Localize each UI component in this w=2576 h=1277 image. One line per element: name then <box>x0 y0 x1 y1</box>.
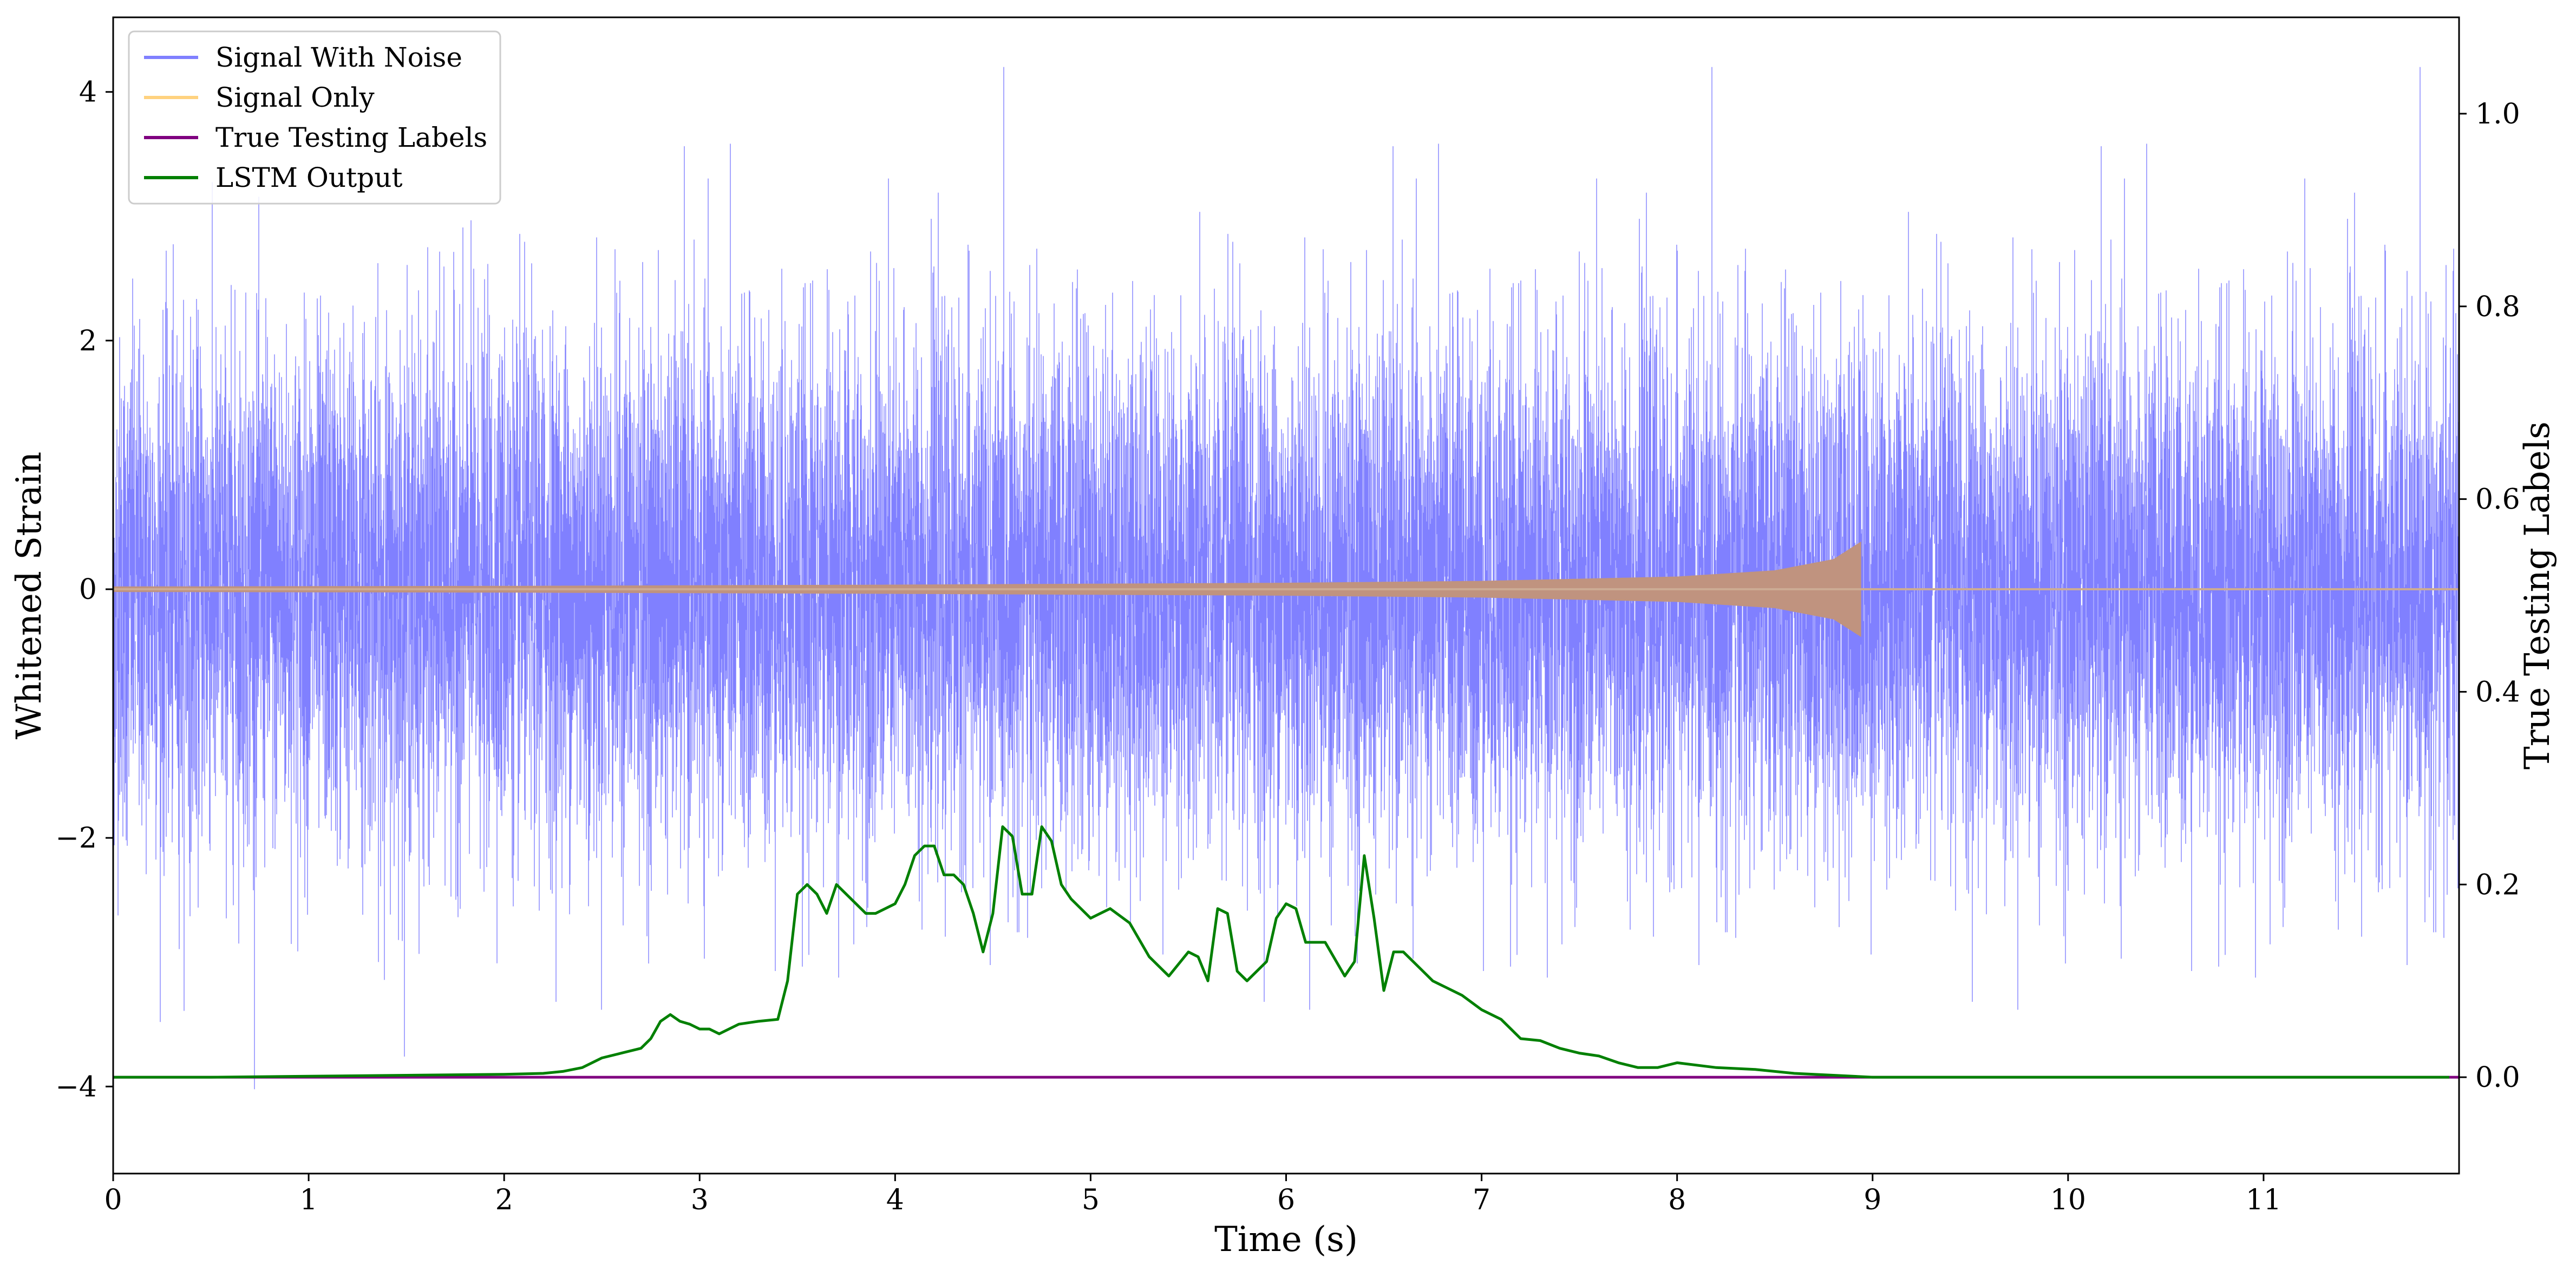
series-signal-with-noise <box>113 67 2459 1090</box>
legend-label-lstm-output: LSTM Output <box>215 162 402 193</box>
y2-axis-label: True Testing Labels <box>2518 421 2558 770</box>
y2-tick-label: 1.0 <box>2475 98 2520 131</box>
y-tick-label: −4 <box>55 1071 97 1103</box>
x-tick-label: 5 <box>1082 1184 1100 1216</box>
x-tick-label: 0 <box>104 1184 122 1216</box>
y2-tick-label: 0.0 <box>2475 1061 2520 1094</box>
x-tick-label: 2 <box>495 1184 513 1216</box>
x-tick-label: 9 <box>1864 1184 1881 1216</box>
series-signal-only <box>113 541 2459 637</box>
legend-label-signal-with-noise: Signal With Noise <box>215 42 462 73</box>
y2-tick-label: 0.2 <box>2475 869 2520 901</box>
y2-tick-label: 0.4 <box>2475 676 2520 708</box>
x-axis-label: Time (s) <box>1214 1220 1358 1260</box>
legend-label-true-testing-labels: True Testing Labels <box>215 122 487 153</box>
y-tick-label: −2 <box>55 822 97 855</box>
y-tick-label: 2 <box>79 325 97 357</box>
x-tick-label: 10 <box>2050 1184 2086 1216</box>
y-tick-label: 4 <box>79 76 97 109</box>
y2-tick-label: 0.6 <box>2475 484 2520 516</box>
x-tick-label: 4 <box>886 1184 904 1216</box>
legend-box <box>128 30 501 205</box>
x-tick-label: 8 <box>1668 1184 1686 1216</box>
plot-layer <box>113 67 2459 1090</box>
x-tick-label: 11 <box>2246 1184 2281 1216</box>
x-tick-label: 7 <box>1473 1184 1490 1216</box>
y-axis-label: Whitened Strain <box>9 452 49 739</box>
legend-label-signal-only: Signal Only <box>215 82 375 113</box>
x-tick-label: 3 <box>691 1184 709 1216</box>
series-lstm-output <box>113 825 2449 1079</box>
y-tick-label: 0 <box>79 574 97 606</box>
legend: Signal With Noise Signal Only True Testing… <box>128 30 501 205</box>
axes-layer: 0 1 2 3 4 5 6 7 8 9 10 11 −4 −2 0 2 4 0.0 0.2 0.4 0.6 0.8 1.0 <box>55 16 2520 1216</box>
x-tick-label: 6 <box>1277 1184 1295 1216</box>
y2-tick-label: 0.8 <box>2475 291 2520 323</box>
x-tick-label: 1 <box>300 1184 318 1216</box>
